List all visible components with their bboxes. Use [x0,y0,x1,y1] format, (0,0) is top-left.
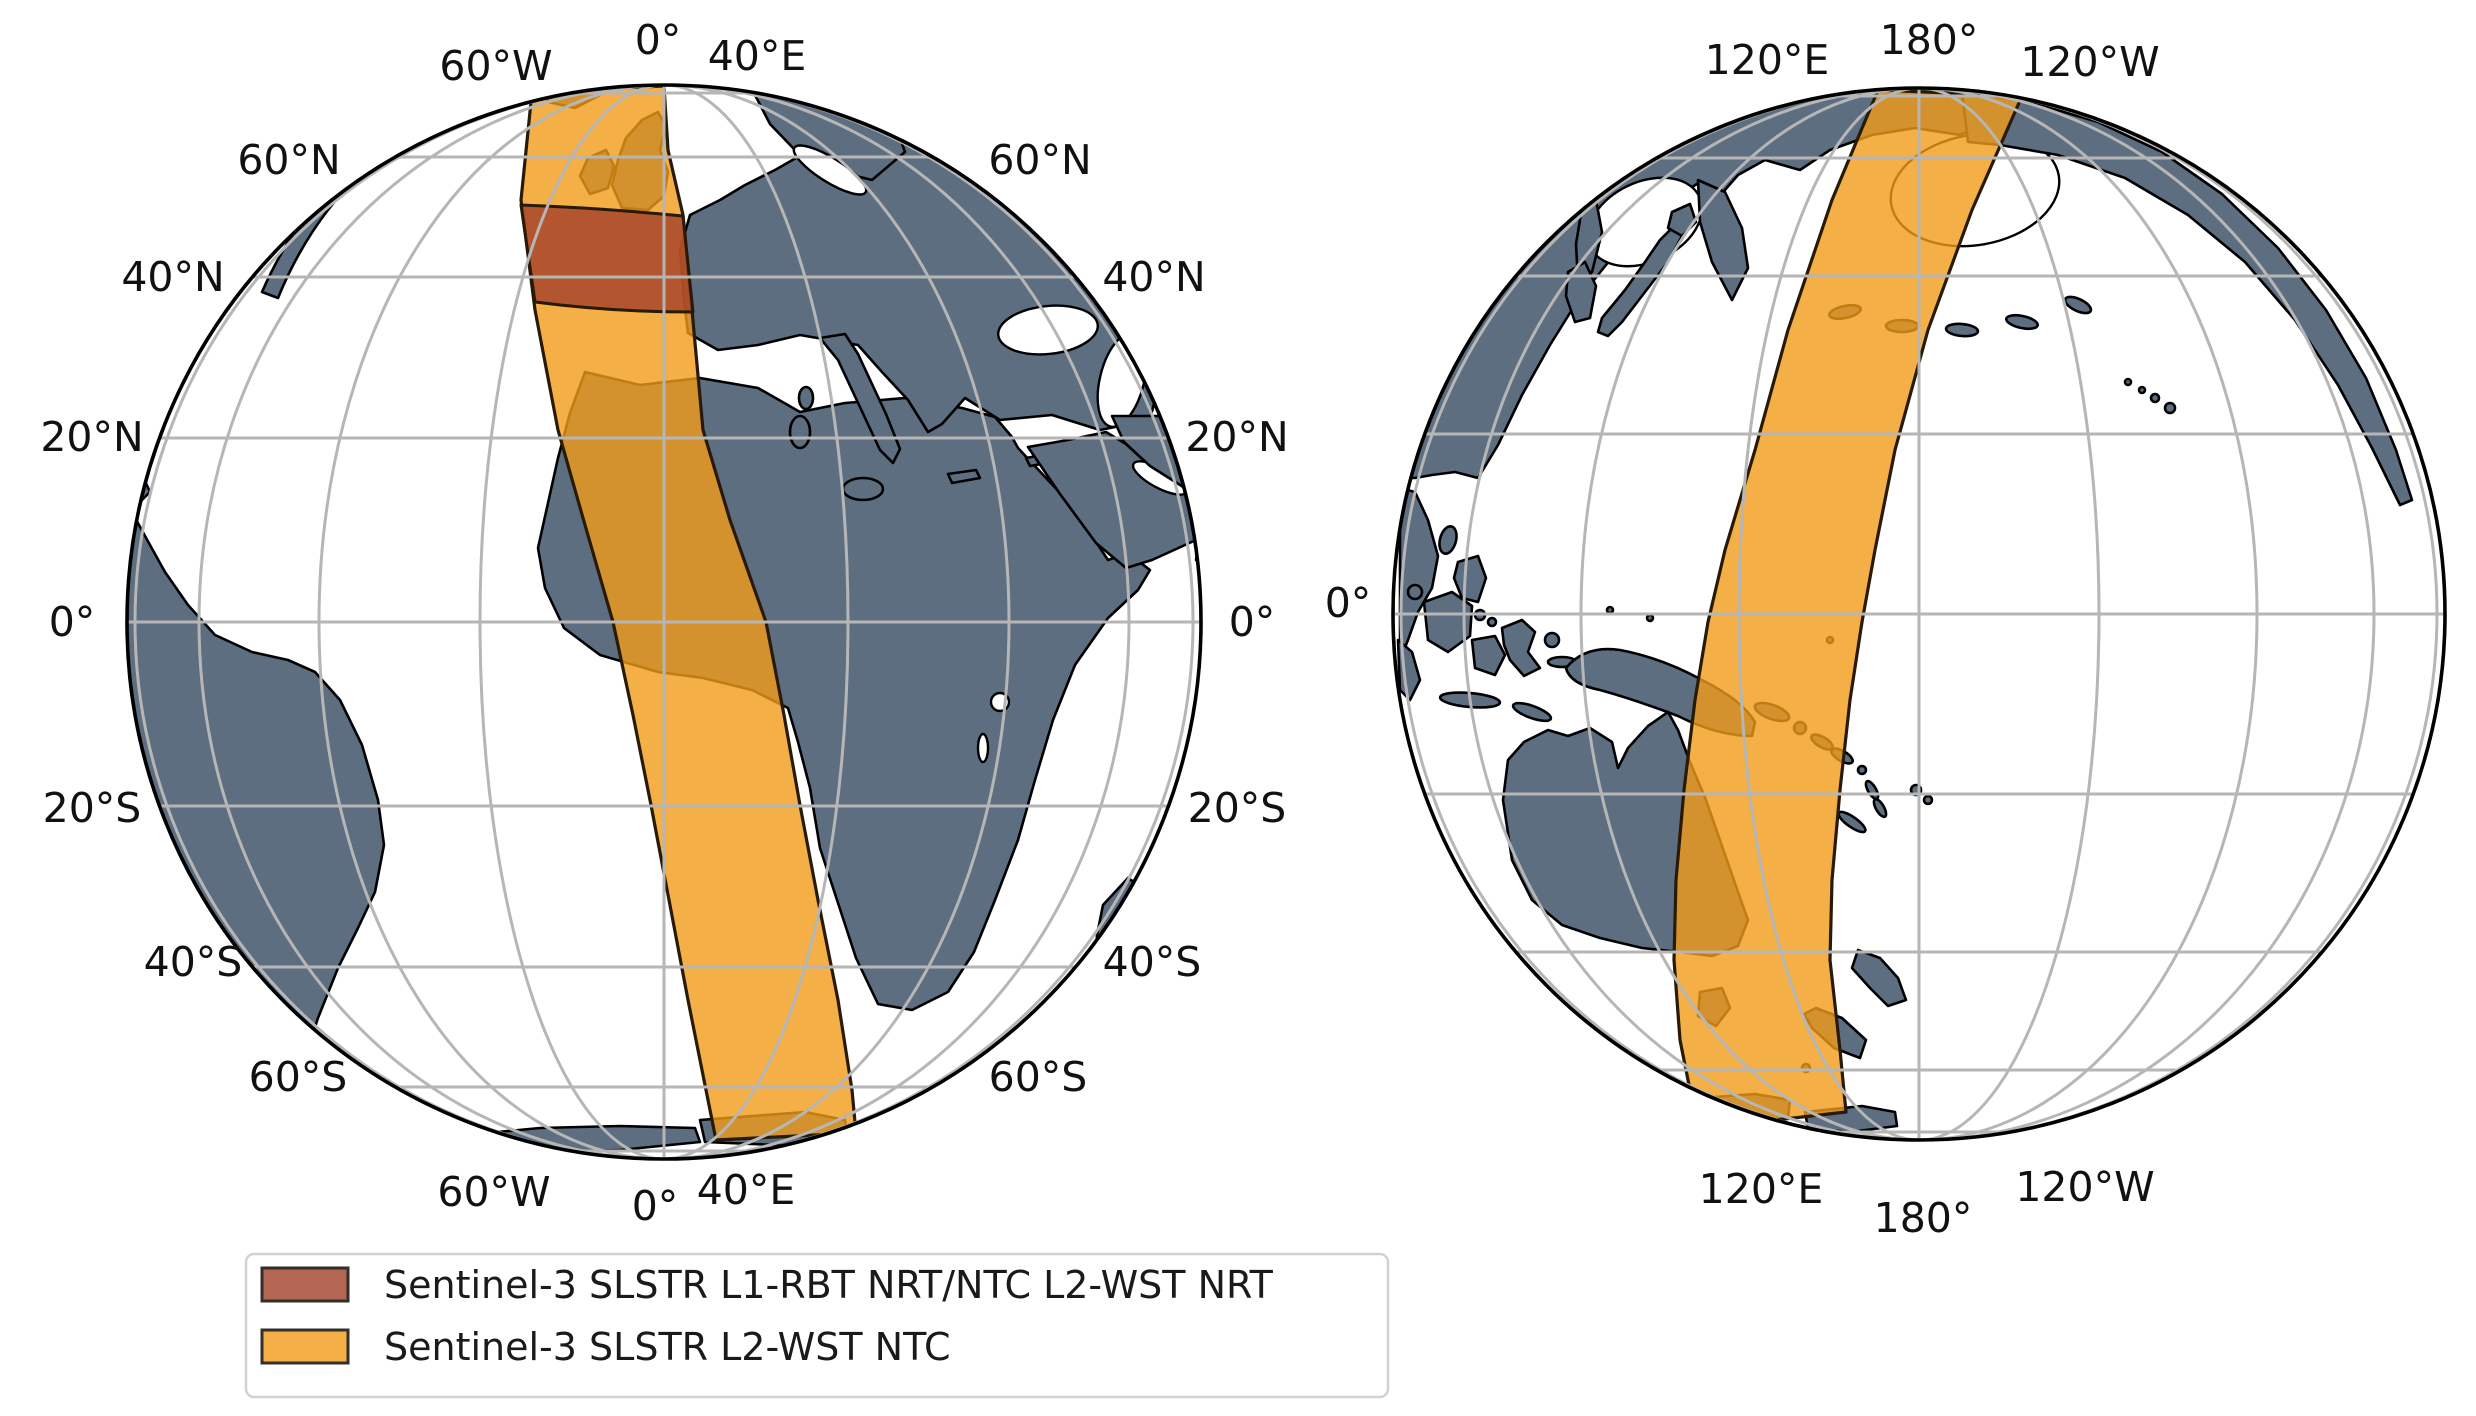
gridline-label: 180° [1880,16,1979,64]
black-sea [997,304,1099,356]
landmass-taiwan [1438,525,1458,555]
gridline-label: 40°N [121,253,224,301]
gridline-label: 60°W [439,42,552,90]
gridline-label: 0° [635,16,682,64]
landmass-timor [1511,701,1553,723]
landmass-micronesia-2 [1645,613,1655,623]
landmass-halmahera [1543,631,1561,649]
swath-sentinel3-l1-rbt-nrt [519,203,695,314]
landmass-mindanao [1470,634,1507,677]
gridline-label: 20°S [1188,784,1287,832]
gridline-label: 0° [1229,598,1276,646]
gridline-label: 60°N [988,136,1091,184]
gridline-label: 40°E [697,1166,796,1214]
gridline-label: 60°W [437,1168,550,1216]
gridline-label: 20°N [1185,413,1288,461]
landmass-santa-cruz [1856,764,1868,776]
landmass-crete [946,468,982,485]
gridline-label: 0° [49,598,96,646]
landmass-kamchatka [1696,178,1750,302]
gridline-label: 20°N [40,413,143,461]
gridline-label: 60°S [249,1053,348,1101]
globe-outline-atlantic [125,83,1203,1161]
landmass-hainan [1406,583,1424,601]
globe-outline-pacific [1391,86,2447,1142]
landmass-new-zealand-north [1850,948,1908,1008]
landmass-luzon [1452,554,1488,604]
landmass-italy [818,332,902,465]
landmass-corsica [797,385,815,411]
gridline-label: 0° [632,1182,679,1230]
aleutian-island-5 [2063,295,2093,315]
gridline-label: 120°W [2015,1163,2154,1211]
gridline-label: 120°E [1705,36,1830,84]
legend-swatch [260,1266,350,1303]
aleutian-island-3 [1944,322,1980,338]
landmass-fiji-2 [1922,794,1934,806]
gridline-label: 180° [1874,1194,1973,1242]
landmass-sardinia [788,414,812,450]
landmass-hawaii-2 [2137,385,2147,395]
landmass-sicily [841,476,885,502]
gridline-label: 40°S [144,938,243,986]
gridline-label: 0° [1325,579,1372,627]
graticule-atlantic [127,85,1201,1159]
gridline-label: 20°S [43,784,142,832]
gridline-labels-pacific: 120°E 180° 120°W 0° 120°E 180° 120°W [1325,16,2160,1242]
legend-label: Sentinel-3 SLSTR L1-RBT NRT/NTC L2-WST N… [384,1263,1274,1307]
legend-frame [244,1252,1390,1399]
globe-atlantic: 60°W 0° 40°E 60°N 40°N 20°N 0° 20°S 40°S 60°S 60°N… [40,16,1288,1230]
landmass-hawaii-3 [2149,392,2161,404]
gridline-label: 60°S [989,1053,1088,1101]
gridline-label: 40°E [708,32,807,80]
gridline-labels-atlantic: 60°W 0° 40°E 60°N 40°N 20°N 0° 20°S 40°S 60°S 60°N… [40,16,1288,1230]
landmass-hawaii-4 [2163,401,2177,415]
landmass-borneo [1422,590,1474,654]
gridline-label: 120°W [2020,38,2159,86]
landmass-vanuatu-2 [1872,797,1888,819]
lake-tanganyika [976,732,990,764]
gridline-label: 120°E [1699,1165,1824,1213]
gridline-label: 60°N [237,136,340,184]
landmass-micronesia-1 [1605,605,1615,615]
landmass-visayas-2 [1486,616,1498,628]
landmass-sulawesi [1500,618,1542,678]
legend: Sentinel-3 SLSTR L1-RBT NRT/NTC L2-WST N… [244,1252,1390,1399]
landmass-hawaii-1 [2123,377,2133,387]
globe-pacific: 120°E 180° 120°W 0° 120°E 180° 120°W [1325,16,2447,1242]
legend-label: Sentinel-3 SLSTR L2-WST NTC [384,1325,951,1369]
gridline-label: 40°S [1103,938,1202,986]
graticule-pacific [1393,88,2445,1140]
gridline-label: 40°N [1102,253,1205,301]
aleutian-island-4 [2004,313,2040,331]
legend-swatch [260,1328,350,1365]
